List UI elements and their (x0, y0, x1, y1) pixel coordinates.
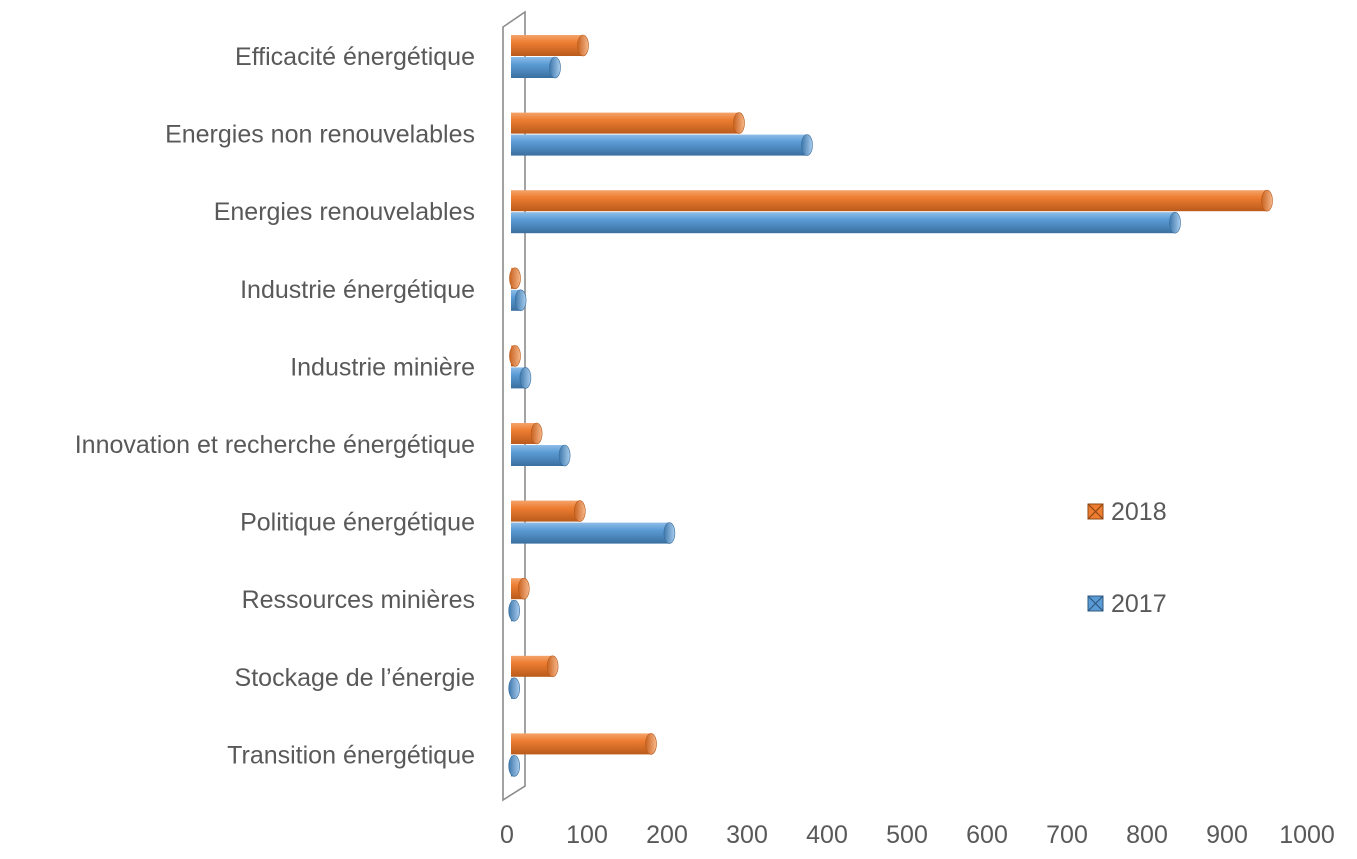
bar-cap (509, 267, 521, 290)
category-label: Efficacité énergétique (235, 43, 475, 71)
bar-cap (517, 577, 530, 600)
bar-body (511, 733, 651, 755)
category-label: Energies renouvelables (214, 198, 475, 226)
bar-cap (530, 422, 543, 445)
bars-group (508, 34, 1273, 777)
bar-2018-10 (511, 733, 657, 755)
legend-swatch-mark (1087, 595, 1104, 612)
bar-cap (577, 34, 589, 57)
x-tick-label: 300 (726, 821, 768, 849)
bar-2017-3 (511, 211, 1181, 234)
bar-2017-8 (508, 599, 521, 622)
bar-2018-3 (511, 189, 1273, 212)
bar-cap (514, 289, 527, 312)
category-labels: Efficacité énergétique Energies non renou… (75, 43, 475, 769)
bar-cap (508, 755, 521, 777)
legend: 2018 2017 (1087, 498, 1167, 618)
bar-2018-9 (511, 655, 559, 678)
legend-item-2017: 2017 (1087, 590, 1167, 618)
x-tick-label: 600 (966, 821, 1008, 849)
x-tick-label: 700 (1046, 821, 1088, 849)
bar-cap (508, 677, 521, 700)
x-tick-label: 0 (500, 821, 514, 849)
bar-2017-5 (511, 367, 532, 389)
x-tick-label: 400 (806, 821, 848, 849)
bar-2018-7 (511, 500, 586, 522)
bar-cap (558, 444, 571, 467)
bar-cap (733, 112, 745, 134)
x-tick-label: 500 (886, 821, 928, 849)
bar-cap (549, 56, 561, 79)
x-tick-labels: 0 100 200 300 400 500 600 700 800 900 1000 (500, 821, 1335, 849)
legend-swatch-mark (1087, 503, 1104, 520)
bar-body (511, 112, 739, 134)
bar-body (511, 190, 1267, 212)
legend-label: 2017 (1111, 590, 1167, 618)
bar-cap (509, 345, 521, 367)
bar-2017-10 (508, 755, 521, 777)
category-label: Innovation et recherche énergétique (75, 431, 475, 459)
x-tick-label: 800 (1126, 821, 1168, 849)
bar-2017-1 (511, 56, 561, 79)
bar-2018-5 (509, 345, 521, 367)
bar-2018-6 (511, 422, 543, 445)
bar-cap (546, 655, 559, 678)
bar-2018-8 (511, 577, 530, 600)
bar-2017-9 (508, 677, 521, 700)
bar-2018-1 (511, 34, 589, 57)
bar-body (511, 35, 583, 56)
bar-2018-4 (509, 267, 521, 290)
bar-cap (801, 134, 813, 156)
x-tick-label: 900 (1206, 821, 1248, 849)
legend-label: 2018 (1111, 498, 1167, 526)
bar-cap (1261, 189, 1273, 212)
x-tick-label: 200 (646, 821, 688, 849)
bar-cap (663, 522, 676, 544)
bar-cap (519, 367, 532, 389)
bar-body (511, 655, 553, 677)
bar-body (511, 134, 807, 156)
category-label: Ressources minières (242, 586, 475, 614)
bar-body (511, 500, 580, 522)
bar-cap (508, 599, 521, 622)
category-label: Energies non renouvelables (165, 121, 475, 149)
bar-cap (645, 733, 657, 755)
bar-cap (573, 500, 586, 522)
x-tick-label: 100 (566, 821, 608, 849)
category-label: Politique énergétique (240, 509, 475, 537)
bar-2017-4 (511, 289, 527, 312)
x-tick-label: 1000 (1279, 821, 1335, 849)
category-label: Industrie minière (290, 353, 475, 381)
bar-cap (1169, 211, 1181, 234)
category-label: Stockage de l’énergie (235, 664, 475, 692)
bar-body (511, 423, 537, 444)
category-label: Industrie énergétique (240, 276, 475, 304)
bar-body (511, 212, 1175, 234)
category-label: Transition énergétique (227, 741, 475, 769)
bar-2017-6 (511, 444, 571, 467)
bar-2017-2 (511, 134, 813, 156)
bar-2018-2 (511, 112, 745, 134)
legend-item-2018: 2018 (1087, 498, 1167, 526)
bar-body (511, 522, 670, 544)
bar-2017-7 (511, 522, 676, 544)
bar-body (511, 445, 565, 466)
bar-body (511, 57, 555, 78)
